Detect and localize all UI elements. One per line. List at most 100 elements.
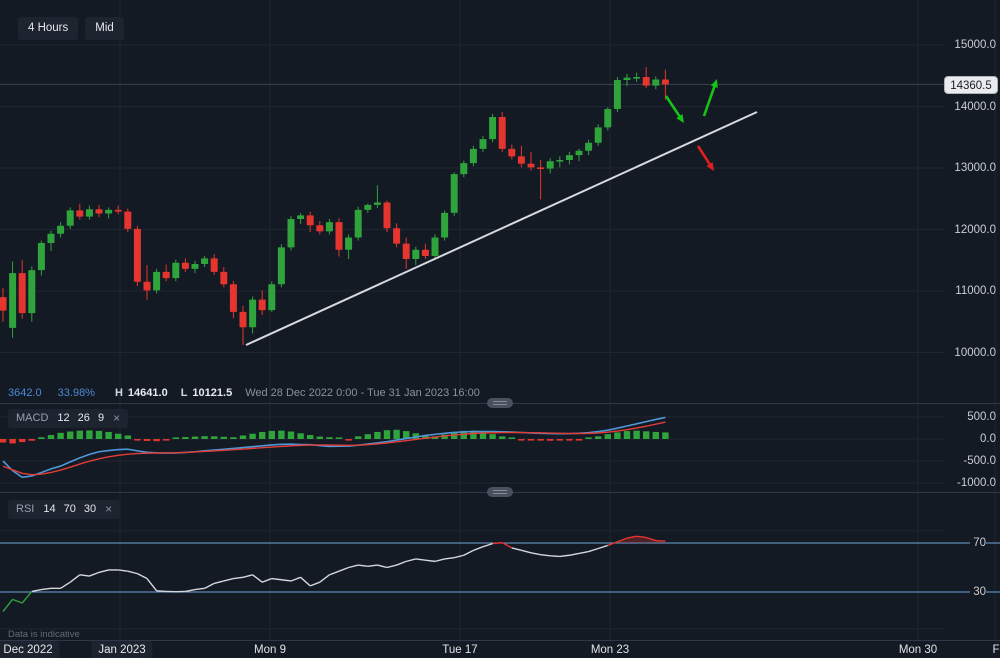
price-tick-label: 12000.0: [954, 223, 996, 236]
macd-histogram-bar: [153, 439, 160, 442]
green-arrow-head[interactable]: [710, 79, 718, 88]
macd-histogram-bar: [297, 433, 304, 439]
timeframe-button[interactable]: 4 Hours: [18, 17, 79, 40]
rsi-indicator-label[interactable]: RSI 14 70 30 ×: [8, 500, 121, 519]
macd-histogram-bar: [403, 431, 410, 439]
candle-body: [460, 163, 468, 175]
macd-histogram-bar: [19, 439, 26, 443]
rsi-line-segment: [118, 569, 128, 572]
rsi-line-segment: [588, 547, 599, 553]
rsi-line-segment: [214, 580, 224, 585]
rsi-line-segment: [31, 588, 42, 593]
macd-histogram-bar: [441, 434, 448, 439]
candle-body: [76, 210, 84, 217]
macd-indicator-label[interactable]: MACD 12 26 9 ×: [8, 409, 129, 428]
rsi-line-segment: [41, 587, 52, 591]
price-tick-label: 11000.0: [955, 285, 996, 297]
rsi-line-segment: [463, 549, 474, 556]
red-arrow[interactable]: [696, 145, 713, 169]
rsi-line-segment: [415, 558, 426, 561]
candle-body: [633, 76, 641, 79]
trend-line[interactable]: [245, 111, 758, 346]
macd-histogram-bar: [383, 430, 391, 439]
rsi-line-segment: [617, 537, 628, 543]
macd-histogram-bar: [105, 431, 112, 439]
time-axis-label: Tue 17: [442, 644, 478, 656]
time-axis-label: Dec 2022: [0, 641, 60, 658]
macd-histogram-bar: [239, 435, 247, 439]
candle-body: [498, 116, 506, 149]
macd-histogram-bar: [345, 439, 352, 441]
macd-histogram-bar: [451, 432, 458, 439]
rsi-overbought-fill: [614, 536, 666, 543]
candle-body: [575, 150, 583, 156]
macd-histogram-bar: [393, 429, 400, 439]
red-arrow-head[interactable]: [706, 162, 714, 171]
green-arrow[interactable]: [664, 95, 683, 121]
rsi-line-segment: [444, 557, 455, 560]
candle-body: [585, 142, 593, 151]
rsi-line-segment: [89, 571, 100, 577]
green-arrow-head[interactable]: [676, 114, 684, 123]
macd-histogram-bar: [182, 437, 189, 439]
macd-histogram-bar: [268, 430, 275, 439]
rsi-line-segment: [626, 535, 637, 539]
rsi-line-segment: [309, 581, 321, 587]
candle-body: [402, 243, 410, 260]
candle-body: [661, 79, 669, 85]
rsi-line-segment: [98, 569, 109, 574]
rsi-line-segment: [406, 558, 416, 563]
macd-close-icon[interactable]: ×: [113, 411, 121, 425]
rsi-line-segment: [281, 579, 292, 582]
rsi-line-segment: [358, 564, 368, 567]
candle-body: [287, 219, 295, 248]
macd-tick-label: -1000.0: [956, 477, 996, 489]
macd-histogram-bar: [211, 436, 218, 439]
candle-body: [133, 228, 141, 282]
green-arrow[interactable]: [702, 82, 717, 117]
candle-body: [354, 209, 362, 238]
rsi-level-label: 30: [973, 586, 986, 598]
macd-tick-label: 0.0: [980, 433, 996, 445]
macd-histogram-bar: [335, 437, 343, 439]
rsi-line-segment: [185, 588, 196, 593]
macd-signal-line: [2, 421, 666, 476]
rsi-line-segment: [559, 554, 570, 558]
candle-body: [623, 77, 631, 81]
macd-histogram-bar: [115, 433, 122, 439]
rsi-line-segment: [242, 574, 253, 578]
candle-body: [364, 204, 372, 210]
macd-panel-resize-handle[interactable]: [487, 398, 513, 408]
macd-histogram-bar: [652, 431, 659, 439]
macd-tick-label: 500.0: [967, 411, 996, 423]
price-type-button[interactable]: Mid: [85, 17, 124, 40]
price-tick-label: 13000.0: [954, 162, 996, 174]
candle-body: [431, 237, 439, 256]
macd-histogram-bar: [355, 436, 362, 439]
rsi-line-segment: [511, 547, 522, 552]
candle-body: [28, 270, 36, 314]
candle-body: [546, 161, 554, 169]
rsi-close-icon[interactable]: ×: [105, 502, 113, 516]
candle-body: [249, 299, 257, 328]
rsi-panel-resize-handle[interactable]: [487, 487, 513, 497]
rsi-level-label: 70: [973, 537, 986, 549]
macd-tick-label: -500.0: [963, 455, 996, 467]
rsi-line-segment: [607, 541, 618, 547]
time-axis-label: Mon 23: [590, 644, 630, 656]
rsi-line-segment: [492, 541, 503, 545]
macd-histogram-bar: [537, 439, 544, 441]
rsi-line-segment: [645, 536, 657, 542]
macd-histogram-bar: [95, 430, 103, 439]
rsi-line-segment: [530, 552, 541, 556]
date-range: Wed 28 Dec 2022 0:00 - Tue 31 Jan 2023 1…: [245, 387, 480, 399]
macd-histogram-bar: [547, 439, 554, 441]
rsi-line-segment: [2, 598, 14, 613]
rsi-line-segment: [290, 576, 301, 582]
rsi-line-segment: [367, 564, 378, 567]
candle-body: [0, 297, 7, 311]
macd-histogram-bar: [172, 437, 179, 439]
rsi-line-segment: [271, 577, 282, 581]
